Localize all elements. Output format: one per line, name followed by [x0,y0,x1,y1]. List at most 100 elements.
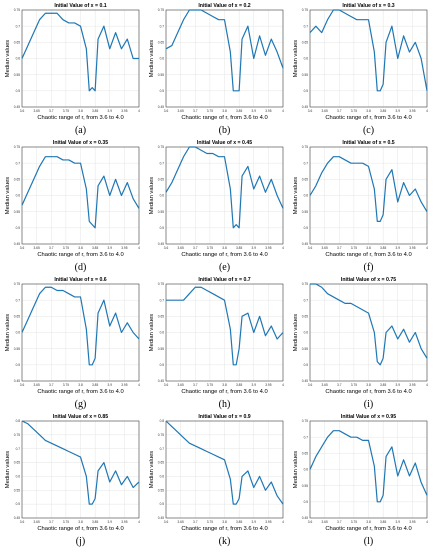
x-tick-label: 3.6 [20,520,25,524]
y-tick-label: 0.8 [160,419,165,423]
x-tick-label: 3.8 [366,520,371,524]
x-tick-label: 3.7 [337,520,342,524]
y-tick-label: 0.5 [16,363,21,367]
x-axis-label: Chaotic range of r, from 3.6 to 4.0 [37,115,123,121]
y-tick-label: 0.8 [16,419,21,423]
chart-title: Initial Value of x = 0.1 [54,3,106,9]
y-tick-label: 0.6 [304,468,309,472]
x-tick-label: 3.75 [63,520,69,524]
y-tick-label: 0.65 [14,314,20,318]
x-tick-label: 3.95 [265,109,271,113]
y-tick-label: 0.55 [158,73,164,77]
x-axis-label: Chaotic range of r, from 3.6 to 4.0 [325,252,411,258]
chart-svg: Initial Value of x = 0.7 3.6 3.65 3.7 3.75 3.… [149,277,284,410]
plot-area [309,9,428,108]
x-tick-label: 3.6 [20,109,25,113]
chart-svg: Initial Value of x = 0.9 3.6 3.65 3.7 3.75 3.… [149,414,284,547]
x-tick-label: 3.65 [322,246,328,250]
x-axis-label: Chaotic range of r, from 3.6 to 4.0 [325,526,411,532]
chart-svg: Initial Value of x = 0.5 3.6 3.65 3.7 3.75 3.… [293,140,428,273]
x-tick-label: 3.8 [222,520,227,524]
y-tick-label: 0.6 [16,475,21,479]
x-tick-label: 3.7 [193,246,198,250]
subfigure-label: (j) [76,536,85,547]
y-tick-label: 0.45 [158,516,164,520]
y-tick-label: 0.65 [158,314,164,318]
series-line [21,12,139,92]
y-tick-label: 0.45 [14,379,20,383]
x-tick-label: 3.7 [337,246,342,250]
x-tick-label: 3.75 [351,383,357,387]
x-tick-label: 3.6 [308,383,313,387]
chart-panel: Initial Value of x = 0.35 3.6 3.65 3.7 3.75 3… [1,137,145,279]
chart-svg: Initial Value of x = 0.3 3.6 3.65 3.7 3.75 3.… [293,3,428,136]
x-tick-label: 3.9 [108,246,113,250]
y-tick-label: 0.75 [158,282,164,286]
x-tick-label: 3.65 [322,383,328,387]
y-tick-label: 0.75 [302,8,308,12]
x-axis-label: Chaotic range of r, from 3.6 to 4.0 [325,389,411,395]
x-tick-label: 3.95 [409,520,415,524]
subfigure-label: (i) [364,399,373,410]
x-tick-label: 3.9 [252,109,257,113]
chart-svg: Initial Value of x = 0.6 3.6 3.65 3.7 3.75 3.… [5,277,140,410]
x-tick-label: 3.7 [49,109,54,113]
x-tick-label: 3.85 [92,520,98,524]
y-tick-label: 0.55 [302,347,308,351]
y-tick-label: 0.7 [160,298,165,302]
chart-panel: Initial Value of x = 0.3 3.6 3.65 3.7 3.75 3.… [289,0,433,142]
x-tick-label: 3.65 [178,383,184,387]
y-tick-label: 0.6 [160,57,165,61]
y-tick-label: 0.6 [304,331,309,335]
y-tick-label: 0.7 [304,24,309,28]
x-tick-label: 3.75 [207,383,213,387]
x-tick-label: 3.75 [207,109,213,113]
y-axis-label: Median values [293,451,299,488]
y-tick-label: 0.45 [14,516,20,520]
y-tick-label: 0.65 [302,451,308,455]
chart-svg: Initial Value of x = 0.2 3.6 3.65 3.7 3.75 3.… [149,3,284,136]
y-tick-label: 0.5 [16,89,21,93]
x-tick-label: 3.75 [351,520,357,524]
y-tick-label: 0.55 [302,484,308,488]
chart-panel: Initial Value of x = 0.7 3.6 3.65 3.7 3.75 3.… [145,274,289,416]
y-tick-label: 0.45 [158,379,164,383]
y-tick-label: 0.6 [304,57,309,61]
x-axis-label: Chaotic range of r, from 3.6 to 4.0 [181,389,267,395]
x-tick-label: 3.95 [409,383,415,387]
x-tick-label: 3.95 [121,520,127,524]
subfigure-label: (l) [364,536,373,547]
plot-area [165,146,284,245]
subfigure-label: (a) [75,125,86,136]
subfigure-label: (b) [219,125,231,136]
subfigure-label: (e) [219,262,230,273]
y-tick-label: 0.7 [16,161,21,165]
y-axis-label: Median values [293,177,299,214]
y-tick-label: 0.45 [14,242,20,246]
x-tick-label: 3.85 [92,383,98,387]
chart-panel: Initial Value of x = 0.6 3.6 3.65 3.7 3.75 3.… [1,274,145,416]
y-tick-label: 0.6 [304,194,309,198]
y-tick-label: 0.5 [16,226,21,230]
x-tick-label: 3.9 [108,383,113,387]
x-tick-label: 3.6 [164,246,169,250]
y-tick-label: 0.45 [302,242,308,246]
x-tick-label: 3.9 [396,246,401,250]
x-tick-label: 3.65 [34,246,40,250]
y-tick-label: 0.6 [16,331,21,335]
subfigure-label: (h) [219,399,231,410]
chart-title: Initial Value of x = 0.95 [341,414,396,420]
series-line [309,430,428,503]
x-tick-label: 3.65 [322,520,328,524]
x-tick-label: 4 [282,109,284,113]
x-tick-label: 4 [138,109,140,113]
y-tick-label: 0.75 [14,8,20,12]
x-tick-label: 3.85 [236,383,242,387]
chart-title: Initial Value of x = 0.6 [54,277,106,283]
x-tick-label: 3.9 [396,109,401,113]
x-tick-label: 3.65 [34,109,40,113]
x-tick-label: 3.7 [49,520,54,524]
y-tick-label: 0.7 [160,447,165,451]
series-line [165,420,284,505]
y-tick-label: 0.55 [14,210,20,214]
